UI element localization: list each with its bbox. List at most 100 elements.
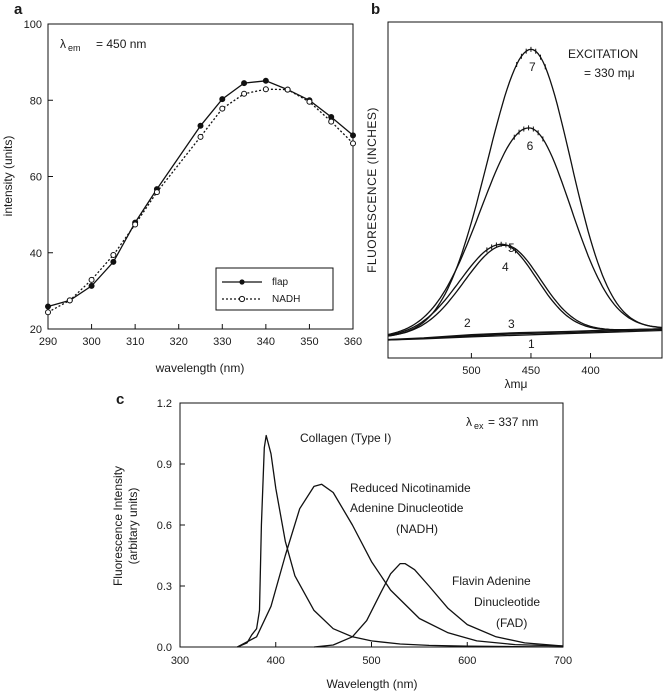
panel-a-lambda: λ <box>60 37 66 51</box>
panel-a-point-nadh <box>88 276 95 283</box>
panel-a-label: a <box>14 1 23 18</box>
panel-c-ticks: 300 400 500 600 700 0.0 0.3 0.6 0.9 1.2 <box>157 398 572 667</box>
panel-b-curve-7 <box>387 48 663 337</box>
panel-b-xtick-label: 500 <box>462 365 480 377</box>
panel-a-xtick-label: 290 <box>39 336 57 348</box>
panel-a-xlabel: wavelength (nm) <box>155 361 245 375</box>
panel-c-series-label: Reduced Nicotinamide <box>350 481 471 495</box>
panel-b-curve-6 <box>387 127 663 336</box>
panel-c-xtick-label: 400 <box>267 655 285 667</box>
panel-a-point-flap <box>88 282 95 289</box>
panel-b-curve-label-4: 4 <box>502 260 509 274</box>
panel-a-lambda-sub: em <box>68 43 81 53</box>
panel-a-ytick-label: 80 <box>30 95 42 107</box>
panel-a-point-nadh <box>45 309 51 316</box>
panel-c-series-label: (NADH) <box>396 522 438 536</box>
panel-a-point-nadh <box>197 133 204 140</box>
panel-a-point-nadh <box>110 252 117 259</box>
panel-b-xlabel: λmμ <box>505 377 528 391</box>
panel-c-line-fad <box>313 562 564 648</box>
panel-a-ytick-label: 60 <box>30 172 42 184</box>
panel-c-xtick-label: 600 <box>458 655 476 667</box>
legend-nadh-marker <box>238 295 246 303</box>
panel-b-ylabel: FLUORESCENCE (INCHES) <box>365 107 379 273</box>
panel-a-point-nadh <box>306 98 313 105</box>
panel-a-point-flap <box>219 96 226 103</box>
panel-a-xtick-label: 310 <box>126 336 144 348</box>
panel-a-xtick-label: 350 <box>300 336 318 348</box>
panel-a-line-flap <box>47 80 354 308</box>
panel-b-xtick-label: 400 <box>581 365 599 377</box>
panel-c-series-label: Flavin Adenine <box>452 574 531 588</box>
panel-a-legend-box <box>215 267 334 311</box>
panel-c-ylabel: Fluorescence Intensity <box>111 466 125 586</box>
panel-b-xtick-label: 450 <box>522 365 540 377</box>
panel-a-point-flap <box>197 122 204 129</box>
panel-a-point-flap <box>241 80 248 87</box>
panel-c-label: c <box>116 391 124 408</box>
panel-c-ytick-label: 1.2 <box>157 398 172 410</box>
panel-a-point-nadh <box>284 86 291 93</box>
panel-a-ytick-label: 100 <box>24 19 42 31</box>
panel-a-series <box>45 77 356 316</box>
panel-c-ytick-label: 0.6 <box>157 520 172 532</box>
panel-c-line-collagen <box>237 434 564 648</box>
panel-c-annotation-value: = 337 nm <box>488 415 538 429</box>
panel-b-curve-label-1: 1 <box>528 337 535 351</box>
panel-a-point-nadh <box>328 118 335 125</box>
panel-c: c 300 400 500 600 700 0.0 0.3 0.6 0.9 1.2 λ ex = … <box>111 391 572 691</box>
panel-c-series-label: Adenine Dinucleotide <box>350 501 464 515</box>
panel-c-annotation: λ ex = 337 nm <box>466 415 538 431</box>
panel-c-xtick-label: 300 <box>171 655 189 667</box>
panel-b-annotation-line1: EXCITATION <box>568 47 638 61</box>
panel-a: a 290 300 310 320 330 340 350 360 20 40 60 80 100 λ … <box>1 1 362 375</box>
panel-a-ylabel: intensity (units) <box>1 136 15 217</box>
panel-c-series-labels: Collagen (Type I) Reduced Nicotinamide Ade… <box>300 431 540 630</box>
panel-c-xlabel: Wavelength (nm) <box>327 677 418 691</box>
panel-c-series <box>237 434 564 648</box>
panel-a-line-nadh <box>47 88 354 313</box>
panel-b-curve-label-2: 2 <box>464 316 471 330</box>
panel-a-point-flap <box>45 303 51 310</box>
panel-c-ytick-label: 0.9 <box>157 459 172 471</box>
panel-a-point-nadh <box>219 105 226 112</box>
panel-a-point-flap <box>350 132 356 139</box>
legend-flap-marker <box>239 279 245 285</box>
panel-a-point-nadh <box>153 189 160 196</box>
legend-nadh-label: NADH <box>272 294 300 305</box>
panel-c-lambda-sub: ex <box>474 421 484 431</box>
panel-a-point-flap <box>110 258 117 265</box>
panel-a-xtick-label: 360 <box>344 336 362 348</box>
panel-a-point-nadh <box>262 86 269 93</box>
panel-c-series-label: Dinucleotide <box>474 595 540 609</box>
panel-c-lambda: λ <box>466 415 472 429</box>
panel-c-series-label: (FAD) <box>496 616 527 630</box>
panel-c-ytick-label: 0.0 <box>157 642 172 654</box>
panel-a-xtick-label: 320 <box>170 336 188 348</box>
panel-b-ticks: 500 450 400 <box>462 353 600 377</box>
panel-b-label: b <box>371 1 380 18</box>
panel-c-xtick-label: 700 <box>554 655 572 667</box>
panel-a-xtick-label: 330 <box>213 336 231 348</box>
panel-b-curve-label-7: 7 <box>529 60 536 74</box>
panel-b-annotation-line2: = 330 mμ <box>584 66 635 80</box>
panel-a-point-nadh <box>132 221 139 228</box>
panel-c-xtick-label: 500 <box>362 655 380 667</box>
panel-a-point-nadh <box>350 140 356 147</box>
panel-a-ytick-label: 20 <box>30 324 42 336</box>
panel-a-point-nadh <box>66 297 73 304</box>
panel-c-ytick-label: 0.3 <box>157 581 172 593</box>
panel-b-curve-label-3: 3 <box>508 317 515 331</box>
panel-a-annotation-value: = 450 nm <box>96 37 146 51</box>
panel-a-xtick-label: 300 <box>82 336 100 348</box>
panel-a-ytick-label: 40 <box>30 248 42 260</box>
panel-a-point-flap <box>262 77 269 84</box>
panel-b-curves: 1 2 3 4 5 6 7 <box>387 46 663 351</box>
panel-b-curve-label-5: 5 <box>508 241 515 255</box>
panel-a-point-nadh <box>241 90 248 97</box>
panel-a-legend: flap NADH <box>215 267 334 311</box>
panel-c-ylabel-units: (arbitary units) <box>126 488 140 565</box>
legend-flap-label: flap <box>272 277 289 288</box>
